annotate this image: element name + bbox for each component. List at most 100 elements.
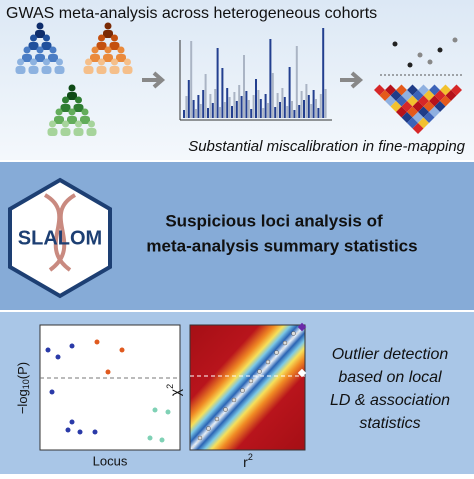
scatter-point: [65, 427, 71, 433]
scatter-point: [119, 347, 125, 353]
scatter-point: [152, 407, 158, 413]
person-head: [75, 96, 82, 104]
outlier: [297, 322, 307, 332]
person-body: [73, 104, 84, 112]
person-head: [62, 96, 69, 104]
outlier: [297, 368, 307, 378]
scatter-point: [197, 435, 203, 441]
title: GWAS meta-analysis across heterogeneous …: [6, 5, 377, 22]
scatter-point: [159, 437, 165, 443]
person-head: [124, 58, 131, 66]
label-sup: 2: [165, 384, 175, 389]
person-body: [54, 116, 64, 124]
person-body: [73, 128, 84, 136]
scatter-point: [274, 350, 279, 355]
person-body: [48, 54, 58, 62]
person-body: [28, 66, 39, 74]
person-body: [83, 66, 94, 74]
person-head: [104, 22, 112, 30]
person-body: [109, 42, 120, 50]
person-head: [36, 22, 44, 30]
person-head: [117, 46, 125, 54]
method-line: Suspicious loci analysis of: [165, 211, 383, 230]
person-head: [68, 108, 76, 116]
top-panel: [0, 0, 474, 160]
person-body: [35, 54, 45, 62]
scatter-point: [223, 407, 228, 412]
conclusion-line: Outlier detection: [332, 346, 449, 363]
scatter-point: [231, 397, 237, 403]
person-body: [60, 104, 71, 112]
person-body: [122, 66, 133, 74]
label-sub: 10: [21, 379, 31, 389]
ld-point: [392, 41, 398, 47]
person-head: [81, 108, 89, 116]
person-body: [103, 54, 113, 62]
person-body: [54, 66, 65, 74]
scatter-point: [55, 354, 61, 360]
person-head: [56, 58, 63, 66]
conclusion-line: based on local: [338, 369, 442, 386]
logo-text: SLALOM: [18, 227, 102, 249]
person-body: [28, 42, 39, 50]
scatter-point: [92, 429, 98, 435]
ld-point: [452, 37, 458, 43]
person-head: [62, 120, 69, 128]
ld-cell: [412, 123, 424, 134]
person-head: [49, 120, 56, 128]
scatter-point: [45, 347, 51, 353]
label-text: −log: [15, 389, 30, 414]
person-body: [35, 30, 45, 38]
method-line: meta-analysis summary statistics: [146, 236, 417, 255]
person-body: [67, 92, 77, 100]
ld-point: [407, 62, 413, 68]
scatter-point: [265, 359, 271, 365]
person-body: [80, 116, 90, 124]
scatter-point: [165, 409, 171, 415]
person-body: [41, 66, 52, 74]
ld-point: [437, 47, 443, 53]
scatter-point: [282, 340, 288, 346]
person-head: [17, 58, 24, 66]
person-head: [88, 120, 95, 128]
conclusion-line: statistics: [359, 415, 420, 432]
scatter-point: [291, 331, 296, 336]
person-head: [30, 58, 37, 66]
person-head: [98, 58, 105, 66]
person-head: [23, 46, 31, 54]
person-head: [43, 34, 50, 42]
scatter-point: [94, 339, 100, 345]
person-body: [96, 66, 107, 74]
person-body: [116, 54, 126, 62]
ld-point: [417, 52, 423, 58]
person-body: [109, 66, 120, 74]
person-body: [15, 66, 26, 74]
person-body: [86, 128, 97, 136]
x-axis-label: r2: [243, 452, 253, 469]
scatter-point: [248, 378, 254, 384]
scatter-point: [69, 343, 75, 349]
logo-hexagon: [8, 177, 112, 299]
arrow: [142, 71, 166, 89]
scatter-point: [214, 416, 220, 422]
person-body: [96, 42, 107, 50]
label-sup: 2: [248, 452, 253, 462]
person-head: [85, 58, 92, 66]
person-head: [104, 46, 112, 54]
scatter-point: [77, 429, 83, 435]
person-head: [30, 34, 37, 42]
illustrations: [15, 22, 462, 136]
subtitle: Substantial miscalibration in fine-mappi…: [188, 138, 465, 155]
person-body: [103, 30, 113, 38]
person-head: [43, 58, 50, 66]
person-body: [60, 128, 71, 136]
y-axis-label: −log10(P): [15, 362, 31, 414]
scatter-point: [257, 369, 262, 374]
scatter-point: [105, 369, 111, 375]
person-head: [49, 46, 57, 54]
arrow: [340, 71, 364, 89]
person-body: [41, 42, 52, 50]
person-body: [90, 54, 100, 62]
ld-point: [427, 59, 433, 65]
